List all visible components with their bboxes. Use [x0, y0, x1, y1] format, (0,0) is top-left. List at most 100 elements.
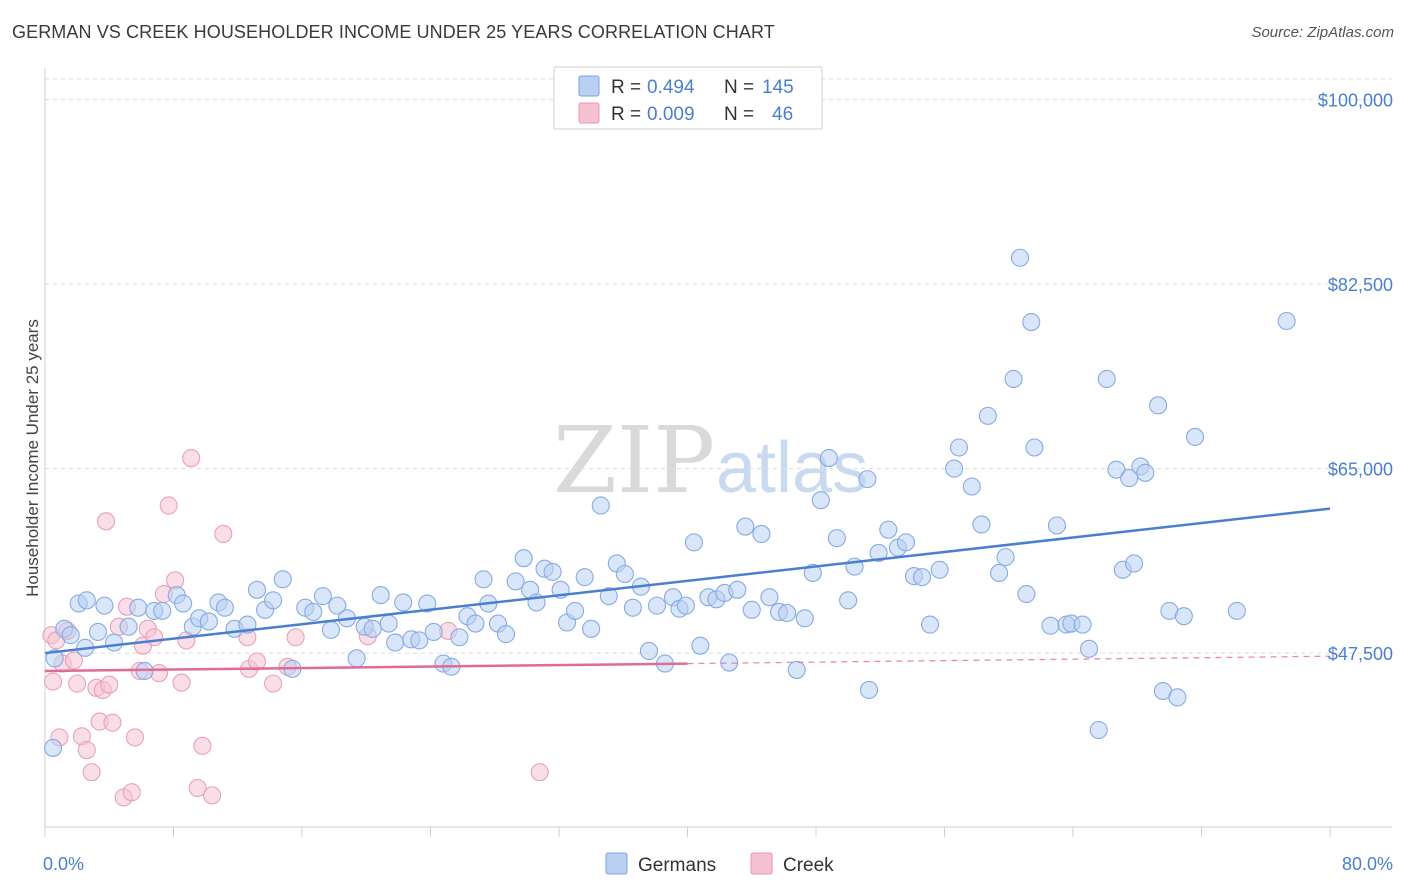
- germans-n-value: 145: [762, 77, 794, 98]
- x-tick-labels: 0.0% 80.0%: [43, 854, 1393, 874]
- germans-point-54: [496, 625, 516, 644]
- germans-point-110: [949, 438, 969, 457]
- germans-point-140: [1186, 427, 1205, 447]
- watermark-zip: ZIP: [553, 407, 715, 514]
- germans-point-24: [247, 580, 267, 599]
- germans-point-8: [95, 596, 114, 615]
- germans-point-83: [720, 653, 739, 672]
- germans-point-125: [1073, 615, 1092, 634]
- germans-point-9: [105, 633, 124, 652]
- germans-point-102: [879, 520, 898, 539]
- germans-point-93: [803, 563, 822, 582]
- watermark: ZIP atlas: [553, 407, 868, 514]
- germans-point-117: [1010, 248, 1030, 267]
- germans-point-116: [1004, 369, 1023, 389]
- creek-trend-line: [44, 662, 688, 673]
- creek-point-10: [82, 763, 101, 782]
- germans-point-97: [839, 591, 858, 610]
- germans-point-142: [1277, 311, 1296, 331]
- chart-title: GERMAN VS CREEK HOUSEHOLDER INCOME UNDER…: [12, 22, 775, 42]
- germans-point-1: [45, 649, 64, 668]
- germans-point-131: [1120, 469, 1139, 488]
- germans-point-41: [394, 593, 413, 612]
- germans-point-100: [859, 680, 879, 700]
- germans-point-79: [691, 636, 710, 655]
- germans-point-138: [1168, 688, 1187, 707]
- germans-point-87: [752, 524, 771, 543]
- germans-point-38: [371, 586, 390, 605]
- germans-point-35: [347, 649, 366, 668]
- germans-point-11: [129, 598, 148, 617]
- germans-point-141: [1227, 601, 1246, 620]
- creek-point-7: [68, 674, 87, 693]
- trend-lines: [44, 507, 1331, 673]
- creek-point-1: [43, 672, 63, 691]
- creek-point-20: [122, 783, 141, 802]
- germans-point-129: [1107, 460, 1126, 479]
- creek-swatch: [578, 102, 600, 124]
- germans-point-113: [978, 406, 997, 425]
- creek-point-34: [193, 736, 212, 755]
- legend-creek-swatch: [750, 852, 773, 875]
- legend-germans-swatch: [605, 852, 628, 875]
- germans-r-value: 0.494: [647, 77, 695, 98]
- creek-r-label: R =: [611, 104, 641, 125]
- creek-point-35: [203, 786, 222, 805]
- y-axis-label: Householder Income Under 25 years: [23, 319, 42, 597]
- creek-point-25: [145, 628, 164, 647]
- y-tick-label-1: $65,000: [1328, 460, 1393, 480]
- germans-point-85: [736, 517, 755, 536]
- germans-point-96: [827, 529, 846, 548]
- creek-point-30: [172, 673, 191, 692]
- germans-n-label: N =: [724, 77, 754, 98]
- series-legend: Germans Creek: [605, 852, 834, 876]
- germans-point-120: [1025, 438, 1044, 457]
- germans-point-26: [264, 591, 283, 610]
- germans-point-16: [174, 594, 193, 613]
- germans-point-104: [896, 533, 916, 552]
- germans-swatch: [578, 75, 600, 97]
- germans-point-108: [930, 560, 949, 579]
- germans-point-40: [386, 633, 405, 652]
- creek-n-label: N =: [724, 104, 754, 125]
- germans-point-44: [418, 594, 437, 613]
- creek-point-32: [182, 448, 201, 468]
- germans-point-45: [424, 622, 443, 642]
- creek-point-21: [125, 728, 144, 747]
- germans-point-64: [575, 568, 594, 587]
- y-tick-label-0: $47,500: [1328, 644, 1393, 664]
- germans-point-67: [599, 587, 618, 606]
- creek-point-36: [214, 524, 233, 543]
- creek-point-16: [103, 713, 122, 732]
- germans-point-19: [199, 612, 218, 631]
- germans-point-119: [1022, 313, 1041, 332]
- germans-point-39: [379, 614, 398, 633]
- germans-point-78: [684, 533, 703, 552]
- germans-point-134: [1136, 463, 1155, 482]
- germans-point-27: [273, 570, 292, 589]
- axes: [44, 68, 1392, 837]
- germans-point-112: [972, 515, 991, 534]
- germans-point-33: [328, 596, 347, 615]
- germans-point-3: [61, 626, 80, 645]
- germans-point-55: [506, 572, 525, 591]
- germans-point-65: [582, 619, 601, 638]
- germans-point-10: [119, 617, 138, 636]
- germans-point-77: [676, 596, 695, 615]
- creek-point-6: [64, 651, 83, 670]
- germans-point-32: [321, 620, 340, 639]
- y-tick-label-2: $82,500: [1328, 275, 1393, 295]
- germans-point-115: [996, 548, 1015, 567]
- creek-r-value: 0.009: [647, 104, 695, 125]
- germans-point-31: [313, 587, 332, 606]
- germans-point-51: [474, 570, 493, 589]
- germans-point-122: [1047, 516, 1066, 535]
- germans-point-92: [795, 609, 814, 628]
- germans-point-126: [1080, 639, 1099, 658]
- y-tick-labels: $47,500 $65,000 $82,500 $100,000: [1318, 91, 1393, 664]
- germans-point-48: [450, 628, 469, 647]
- germans-point-95: [819, 448, 838, 468]
- germans-point-135: [1149, 396, 1168, 415]
- source-label: Source: ZipAtlas.com: [1251, 24, 1394, 41]
